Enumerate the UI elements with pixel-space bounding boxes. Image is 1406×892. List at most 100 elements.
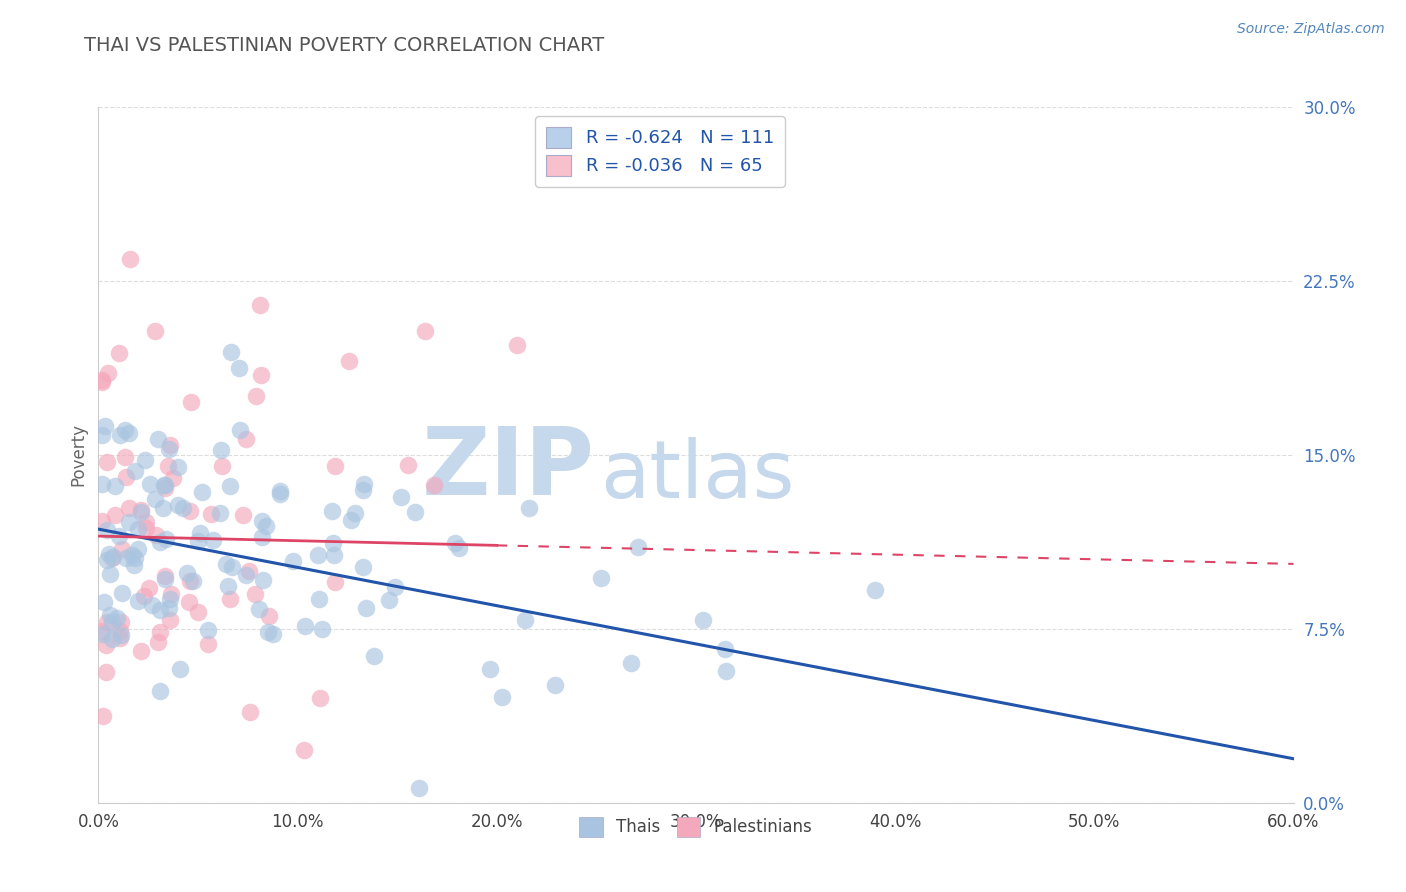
Point bbox=[152, 477, 174, 491]
Point bbox=[250, 368, 273, 383]
Point bbox=[110, 615, 132, 629]
Point bbox=[111, 586, 134, 600]
Point bbox=[239, 705, 262, 719]
Point bbox=[148, 625, 170, 640]
Point bbox=[363, 648, 385, 663]
Point bbox=[138, 581, 160, 595]
Point bbox=[187, 605, 209, 619]
Point bbox=[93, 419, 115, 434]
Point bbox=[124, 558, 146, 573]
Point bbox=[620, 656, 643, 670]
Point bbox=[93, 595, 115, 609]
Point bbox=[257, 624, 280, 639]
Point bbox=[591, 571, 613, 585]
Point bbox=[91, 709, 114, 723]
Point bbox=[135, 516, 157, 530]
Point bbox=[104, 479, 127, 493]
Point bbox=[157, 442, 180, 456]
Point bbox=[323, 549, 346, 563]
Point bbox=[408, 780, 430, 795]
Point bbox=[354, 600, 377, 615]
Point bbox=[96, 524, 118, 538]
Point bbox=[209, 506, 232, 520]
Point bbox=[308, 690, 330, 705]
Point bbox=[155, 532, 177, 546]
Point bbox=[172, 501, 194, 516]
Point bbox=[148, 635, 170, 649]
Point bbox=[262, 626, 284, 640]
Point bbox=[96, 615, 118, 630]
Point bbox=[124, 550, 146, 565]
Y-axis label: Poverty: Poverty bbox=[69, 424, 87, 486]
Point bbox=[252, 573, 274, 587]
Point bbox=[96, 552, 118, 566]
Point bbox=[692, 613, 714, 627]
Point bbox=[396, 458, 419, 472]
Point bbox=[127, 594, 149, 608]
Point bbox=[378, 593, 401, 607]
Point bbox=[115, 470, 138, 484]
Point bbox=[325, 575, 347, 590]
Point bbox=[228, 360, 250, 375]
Point bbox=[353, 476, 375, 491]
Legend: Thais, Palestinians: Thais, Palestinians bbox=[572, 811, 820, 843]
Point bbox=[129, 505, 152, 519]
Point bbox=[121, 548, 143, 562]
Point bbox=[96, 455, 118, 469]
Point bbox=[114, 423, 136, 437]
Point bbox=[110, 628, 132, 642]
Point bbox=[118, 426, 141, 441]
Point bbox=[159, 613, 181, 627]
Text: atlas: atlas bbox=[600, 437, 794, 515]
Point bbox=[166, 498, 188, 512]
Point bbox=[108, 346, 131, 360]
Point bbox=[243, 587, 266, 601]
Point bbox=[713, 641, 735, 656]
Point bbox=[129, 644, 152, 658]
Point bbox=[91, 515, 114, 529]
Point bbox=[294, 619, 316, 633]
Point bbox=[110, 428, 132, 442]
Point bbox=[146, 432, 169, 446]
Point bbox=[247, 602, 270, 616]
Point bbox=[269, 484, 291, 499]
Point bbox=[143, 324, 166, 338]
Point bbox=[197, 623, 219, 637]
Point bbox=[179, 504, 201, 518]
Point bbox=[517, 501, 540, 516]
Point bbox=[143, 491, 166, 506]
Point bbox=[118, 501, 141, 516]
Point bbox=[157, 601, 180, 615]
Point bbox=[176, 566, 198, 580]
Point bbox=[169, 662, 191, 676]
Point bbox=[201, 533, 224, 548]
Point bbox=[200, 508, 222, 522]
Point bbox=[181, 574, 204, 588]
Point bbox=[91, 428, 114, 442]
Point bbox=[215, 557, 238, 571]
Point bbox=[444, 536, 467, 550]
Point bbox=[159, 438, 181, 452]
Point bbox=[127, 541, 149, 556]
Point bbox=[187, 534, 209, 549]
Point bbox=[865, 582, 887, 597]
Point bbox=[221, 560, 243, 574]
Point bbox=[209, 442, 232, 457]
Point bbox=[108, 624, 131, 638]
Point bbox=[250, 514, 273, 528]
Point bbox=[180, 395, 202, 409]
Point bbox=[217, 579, 239, 593]
Point bbox=[149, 535, 172, 549]
Point bbox=[152, 501, 174, 516]
Point bbox=[269, 487, 291, 501]
Point bbox=[141, 598, 163, 612]
Point bbox=[322, 535, 344, 549]
Point bbox=[153, 478, 176, 492]
Point bbox=[91, 477, 114, 491]
Point bbox=[340, 513, 363, 527]
Point bbox=[232, 508, 254, 523]
Point bbox=[254, 519, 277, 533]
Point bbox=[491, 690, 513, 705]
Point bbox=[544, 678, 567, 692]
Point bbox=[114, 450, 136, 464]
